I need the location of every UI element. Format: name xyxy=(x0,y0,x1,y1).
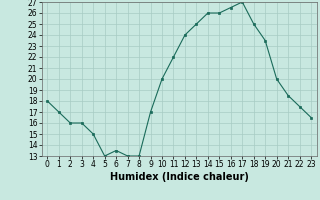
X-axis label: Humidex (Indice chaleur): Humidex (Indice chaleur) xyxy=(110,172,249,182)
